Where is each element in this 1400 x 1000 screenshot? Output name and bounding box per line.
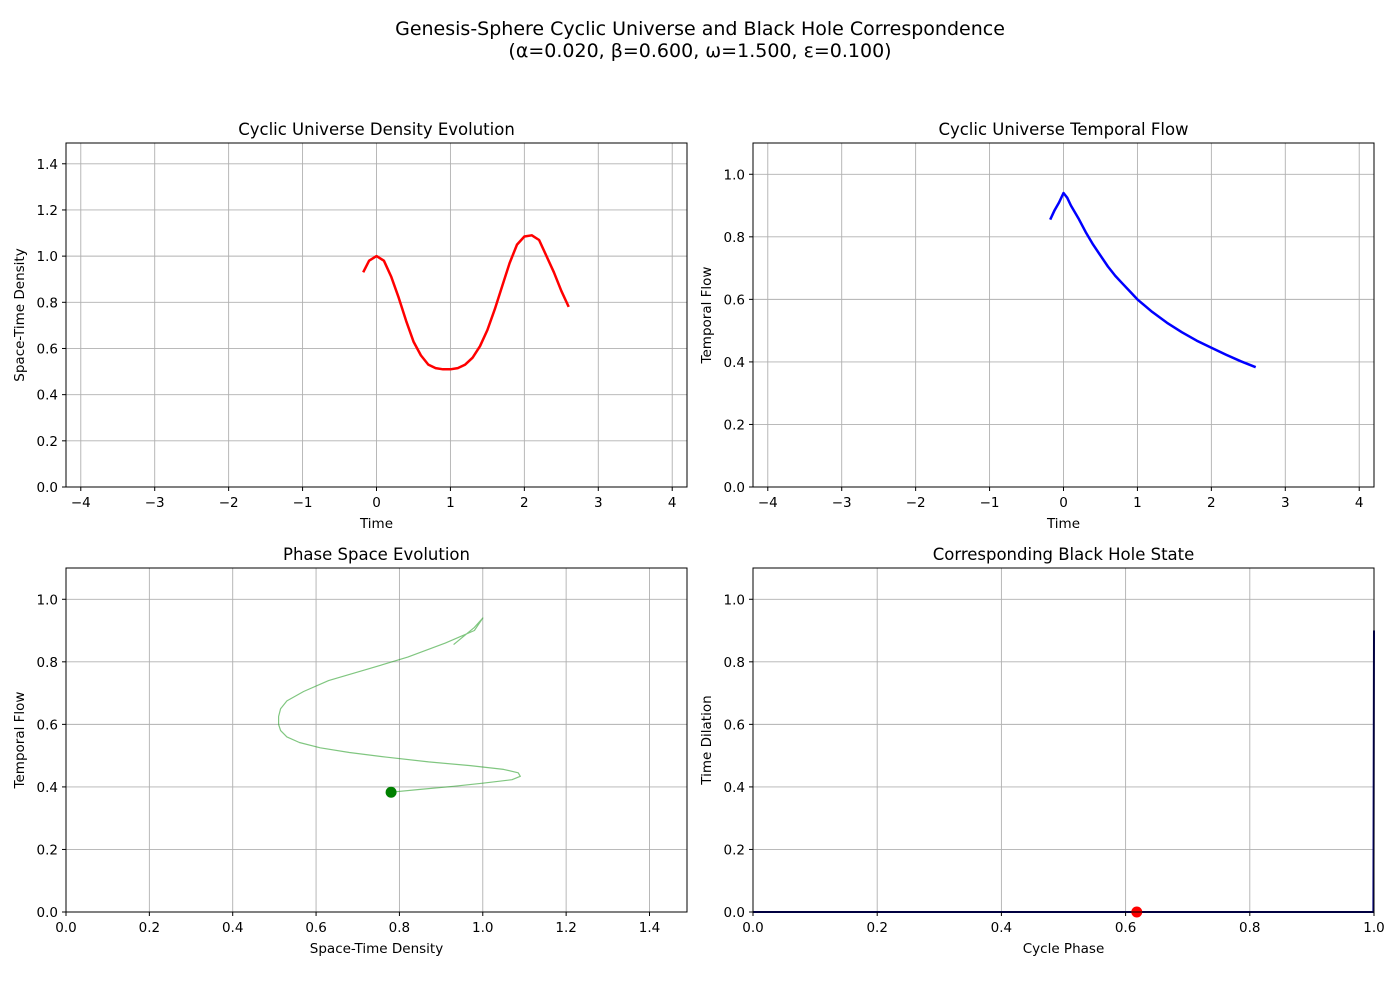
y-tick-label: 0.6 [724, 292, 745, 308]
black-hole-state-panel: 0.0 0.2 0.4 0.6 0.8 1.0 0.0 0.2 0.4 0.6 0.8 1.0 Corr… [699, 545, 1385, 957]
series-line-0 [1049, 191, 1257, 369]
x-tick-label: −1 [293, 495, 313, 511]
y-tick-label: 0.6 [724, 717, 745, 733]
x-tick-label: 2 [1207, 495, 1216, 511]
y-tick-label: 0.8 [37, 655, 58, 671]
x-tick-label: 0 [1059, 495, 1068, 511]
y-tick-label: 0.8 [724, 655, 745, 671]
x-tick-label: 1.0 [1363, 920, 1384, 936]
y-tick-label: 1.0 [37, 249, 58, 265]
x-tick-label: −4 [71, 495, 91, 511]
x-tick-label: −2 [906, 495, 926, 511]
x-tick-label: 1 [1133, 495, 1142, 511]
x-tick-label: 1.2 [555, 920, 576, 936]
panel-title: Cyclic Universe Density Evolution [238, 120, 515, 139]
y-axis-label: Temporal Flow [699, 267, 715, 365]
y-tick-label: 0.2 [37, 434, 58, 450]
y-tick-label: 0.4 [37, 780, 58, 796]
x-tick-label: 0.4 [991, 920, 1012, 936]
figure-title-line1: Genesis-Sphere Cyclic Universe and Black… [395, 18, 1005, 40]
x-axis-label: Time [1046, 516, 1080, 532]
x-tick-label: 0.6 [1115, 920, 1136, 936]
y-tick-label: 0.2 [37, 842, 58, 858]
y-tick-label: 0.0 [724, 905, 745, 921]
x-tick-label: 0.0 [742, 920, 763, 936]
x-tick-label: −1 [980, 495, 1000, 511]
x-tick-label: −3 [145, 495, 165, 511]
y-tick-label: 0.0 [37, 905, 58, 921]
x-tick-label: 0.0 [55, 920, 76, 936]
temporal-flow-panel: −4 −3 −2 −1 0 1 2 3 4 0.0 0.2 0.4 0.6 0.8 1.0 Cyclic Un… [699, 120, 1375, 532]
x-tick-label: 4 [668, 495, 677, 511]
y-tick-label: 0.4 [724, 355, 745, 371]
x-tick-label: 0.8 [389, 920, 410, 936]
x-tick-label: 0.4 [222, 920, 243, 936]
x-tick-label: 0.2 [139, 920, 160, 936]
y-tick-label: 0.4 [724, 780, 745, 796]
x-tick-label: 2 [520, 495, 529, 511]
x-tick-label: 3 [1281, 495, 1290, 511]
panel-title: Cyclic Universe Temporal Flow [938, 120, 1188, 139]
y-tick-label: 1.4 [37, 157, 58, 173]
y-axis-label: Space-Time Density [12, 248, 28, 381]
x-tick-label: 0 [372, 495, 381, 511]
y-tick-label: 0.6 [37, 341, 58, 357]
x-tick-label: 1.4 [639, 920, 660, 936]
axes-frame [65, 567, 688, 913]
y-tick-label: 0.4 [37, 388, 58, 404]
density-evolution-panel: −4 −3 −2 −1 0 1 2 3 4 0.0 0.2 0.4 0.6 0.8 1.0 1.2 1.4 Cyc… [12, 120, 688, 532]
axes-frame [752, 567, 1375, 913]
y-tick-label: 0.2 [724, 417, 745, 433]
y-tick-label: 1.0 [724, 167, 745, 183]
x-axis-label: Time [359, 516, 393, 532]
figure-title-line2: (α=0.020, β=0.600, ω=1.500, ε=0.100) [508, 40, 891, 62]
y-tick-label: 1.0 [37, 592, 58, 608]
x-tick-label: 1.0 [472, 920, 493, 936]
y-tick-label: 1.2 [37, 203, 58, 219]
x-axis-label: Cycle Phase [1023, 941, 1105, 957]
x-tick-label: 0.2 [866, 920, 887, 936]
x-tick-label: 0.6 [305, 920, 326, 936]
y-tick-label: 0.0 [724, 480, 745, 496]
y-tick-label: 0.0 [37, 480, 58, 496]
current-state-marker [385, 786, 397, 798]
x-tick-label: −4 [758, 495, 778, 511]
x-tick-label: 0.8 [1239, 920, 1260, 936]
series-line-0 [362, 234, 570, 371]
x-tick-label: −3 [832, 495, 852, 511]
x-axis-label: Space-Time Density [310, 941, 443, 957]
series-line-0 [278, 617, 521, 793]
y-axis-label: Time Dilation [699, 695, 715, 785]
x-tick-label: 1 [446, 495, 455, 511]
y-tick-label: 0.8 [724, 230, 745, 246]
y-tick-label: 0.8 [37, 295, 58, 311]
x-tick-label: 3 [594, 495, 603, 511]
panel-title: Phase Space Evolution [283, 545, 470, 564]
panel-title: Corresponding Black Hole State [933, 545, 1195, 564]
y-tick-label: 0.6 [37, 717, 58, 733]
phase-space-panel: 0.0 0.2 0.4 0.6 0.8 1.0 1.2 1.4 0.0 0.2 0.4 0.6 0.8 1… [12, 545, 688, 957]
x-tick-label: 4 [1355, 495, 1364, 511]
x-tick-label: −2 [219, 495, 239, 511]
y-tick-label: 1.0 [724, 592, 745, 608]
y-axis-label: Temporal Flow [12, 692, 28, 790]
y-tick-label: 0.2 [724, 842, 745, 858]
